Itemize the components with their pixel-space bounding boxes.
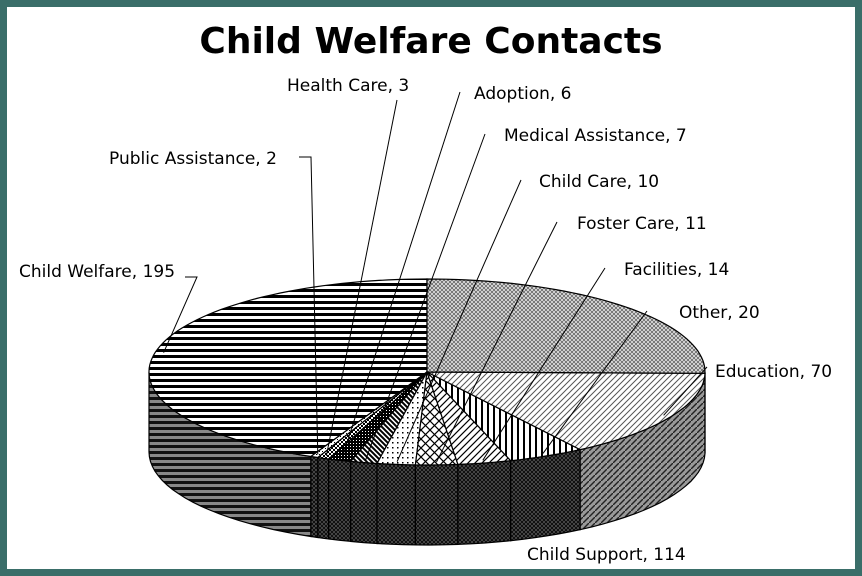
- slice-label-other: Other, 20: [679, 303, 760, 323]
- slice-label-child-support: Child Support, 114: [527, 545, 686, 565]
- slice-label-child-care: Child Care, 10: [539, 172, 659, 192]
- leader-line-medical-assistance: [365, 133, 486, 460]
- leader-line-adoption: [341, 91, 461, 458]
- pie-side-child-care: [376, 462, 416, 546]
- pie-side-public-assistance: [310, 455, 319, 539]
- slice-label-facilities: Facilities, 14: [624, 260, 729, 280]
- pie-slice-other: [426, 371, 582, 462]
- leader-line-child-care: [396, 179, 522, 462]
- slice-label-adoption: Adoption, 6: [474, 84, 572, 104]
- leader-line-child-welfare: [163, 276, 198, 353]
- pie-side-medical-assistance: [350, 460, 378, 545]
- pie-side-foster-care: [414, 463, 459, 546]
- pie-slice-child-support: [426, 278, 706, 374]
- slice-label-medical-assistance: Medical Assistance, 7: [504, 126, 687, 146]
- pie-chart: Child Welfare, 195 Public Assistance, 2 He…: [19, 76, 832, 565]
- slice-label-health-care: Health Care, 3: [287, 76, 409, 96]
- leader-line-facilities: [482, 267, 606, 461]
- slice-label-education: Education, 70: [715, 362, 832, 382]
- leader-line-other: [542, 310, 648, 454]
- pie-side-facilities: [457, 460, 512, 546]
- pie-slice-facilities: [426, 371, 512, 466]
- leader-line-health-care: [325, 99, 398, 456]
- pie-slice-child-welfare: [148, 278, 428, 458]
- leader-line-public-assistance: [299, 156, 319, 455]
- pie-side-adoption: [328, 458, 352, 543]
- chart-title: Child Welfare Contacts: [199, 21, 663, 62]
- pie-side-other: [510, 448, 581, 542]
- leader-line-education: [663, 366, 708, 416]
- pie-slice-education: [426, 371, 706, 451]
- slice-label-public-assistance: Public Assistance, 2: [109, 149, 277, 169]
- slice-label-foster-care: Foster Care, 11: [577, 214, 707, 234]
- leader-line-foster-care: [435, 221, 558, 463]
- slice-label-child-welfare: Child Welfare, 195: [19, 262, 175, 282]
- pie-side-health-care: [317, 456, 330, 540]
